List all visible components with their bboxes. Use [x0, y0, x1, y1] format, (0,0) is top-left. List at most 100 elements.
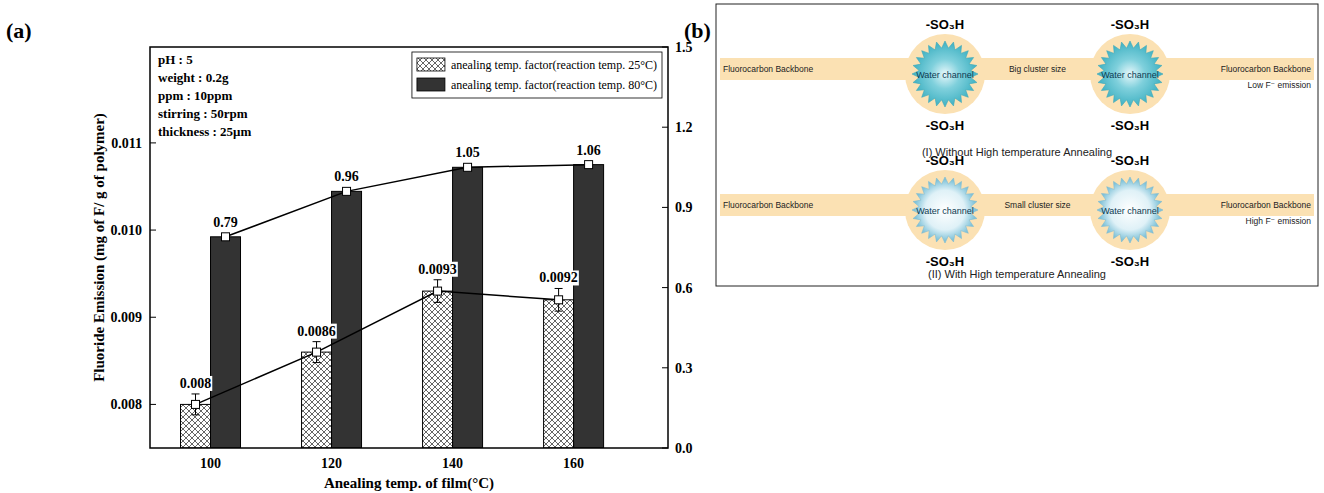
y2-tick [662, 448, 668, 449]
row-caption: (II) With High temperature Annealing [928, 268, 1106, 280]
backbone-label: Fluorocarbon Backbone [1221, 64, 1312, 74]
data-label: 0.0086 [297, 324, 336, 339]
legend-label: anealing temp. factor(reaction temp. 80°… [451, 78, 657, 92]
diagram-row: Water channel-SO₃H-SO₃HWater channel-SO₃… [720, 153, 1314, 280]
data-label: 0.79 [213, 215, 238, 230]
marker [222, 233, 230, 241]
y-tick-label: 0.008 [111, 397, 143, 412]
bar [544, 300, 574, 448]
sulfonic-label: -SO₃H [926, 118, 965, 133]
error-bar [192, 394, 200, 415]
diagram-frame [716, 4, 1318, 286]
data-label-bg [454, 145, 481, 160]
y2-tick [662, 127, 668, 128]
legend-swatch [417, 78, 445, 91]
y-tick [150, 230, 156, 231]
y2-tick [662, 47, 668, 48]
backbone [720, 194, 1314, 216]
y-tick [150, 317, 156, 318]
data-label-bg [417, 262, 458, 277]
marker [313, 348, 321, 356]
x-tick [331, 442, 332, 448]
marker [585, 161, 593, 169]
sulfonic-label: -SO₃H [1111, 118, 1150, 133]
y2-tick-label: 0.6 [675, 281, 693, 296]
legend: anealing temp. factor(reaction temp. 25°… [412, 52, 662, 98]
data-label-group: 0.0093 [417, 262, 458, 277]
bar [332, 191, 362, 448]
legend-label: anealing temp. factor(reaction temp. 25°… [451, 58, 657, 72]
series-line [196, 291, 559, 404]
data-label: 0.96 [334, 169, 359, 184]
water-channel-label: Water channel [1101, 70, 1159, 80]
backbone-label: Fluorocarbon Backbone [723, 200, 814, 210]
annotation: weight : 0.2g [158, 70, 229, 85]
y2-tick [662, 287, 668, 288]
water-channel-label: Water channel [916, 70, 974, 80]
cluster-size-label: Big cluster size [1009, 64, 1066, 74]
emission-label: Low F⁻ emission [1247, 80, 1311, 90]
y2-tick [662, 207, 668, 208]
x-tick-label: 160 [563, 456, 584, 471]
data-label-group: 0.0086 [296, 324, 337, 339]
sulfonic-label: -SO₃H [1111, 17, 1150, 32]
x-tick-label: 120 [321, 456, 342, 471]
marker [192, 400, 200, 408]
error-bar [434, 280, 442, 303]
annotation: thickness : 25μm [158, 124, 251, 139]
plot-area [181, 161, 604, 448]
data-label: 1.05 [455, 145, 480, 160]
y-tick [150, 142, 156, 143]
water-channel [1097, 177, 1163, 243]
y-tick-label: 0.010 [111, 223, 143, 238]
y-tick-label: 0.011 [111, 136, 142, 151]
data-label-group: 0.96 [333, 169, 360, 184]
annotation: pH : 5 [158, 52, 193, 67]
data-label: 0.0092 [539, 270, 578, 285]
error-bar [555, 288, 563, 311]
data-label-group: 0.79 [212, 215, 239, 230]
y2-tick-label: 1.2 [675, 120, 693, 135]
cluster [905, 34, 985, 114]
marker [343, 187, 351, 195]
cluster [1090, 170, 1170, 250]
backbone-label: Fluorocarbon Backbone [1221, 200, 1312, 210]
data-label-group: 1.05 [454, 145, 481, 160]
data-label-bg [333, 169, 360, 184]
annotation: ppm : 10ppm [158, 88, 233, 103]
error-bar-path [555, 288, 563, 311]
bar [423, 291, 453, 448]
backbone-label: Fluorocarbon Backbone [723, 64, 814, 74]
y2-tick-label: 0.0 [675, 441, 693, 456]
y-tick [150, 404, 156, 405]
sulfonic-label: -SO₃H [1111, 153, 1150, 168]
marker [434, 287, 442, 295]
x-tick-label: 100 [200, 456, 221, 471]
legend-swatch [417, 58, 445, 71]
water-channel [912, 41, 978, 107]
error-bar [313, 342, 321, 363]
series-line [226, 165, 589, 237]
y-axis-title: Fluoride Emission (mg of F/ g of polymer… [91, 113, 108, 382]
sulfonic-label: -SO₃H [1111, 254, 1150, 269]
bar [574, 165, 604, 448]
sulfonic-label: -SO₃H [926, 254, 965, 269]
bar [211, 237, 241, 448]
data-label: 1.06 [576, 143, 601, 158]
sulfonic-label: -SO₃H [926, 153, 965, 168]
backbone [720, 58, 1314, 80]
sulfonic-label: -SO₃H [926, 17, 965, 32]
water-channel-label: Water channel [916, 206, 974, 216]
water-channel [912, 177, 978, 243]
legend-box [412, 52, 662, 98]
y2-tick-label: 0.3 [675, 361, 693, 376]
y2-tick-label: 0.9 [675, 200, 693, 215]
bar [453, 167, 483, 448]
error-bar-path [192, 394, 200, 415]
cluster [1090, 34, 1170, 114]
data-label-group: 1.06 [575, 143, 602, 158]
marker [555, 296, 563, 304]
panel-label: (b) [684, 18, 711, 43]
data-label-group: 0.0092 [538, 270, 579, 285]
data-label-group: 0.008 [179, 376, 213, 391]
